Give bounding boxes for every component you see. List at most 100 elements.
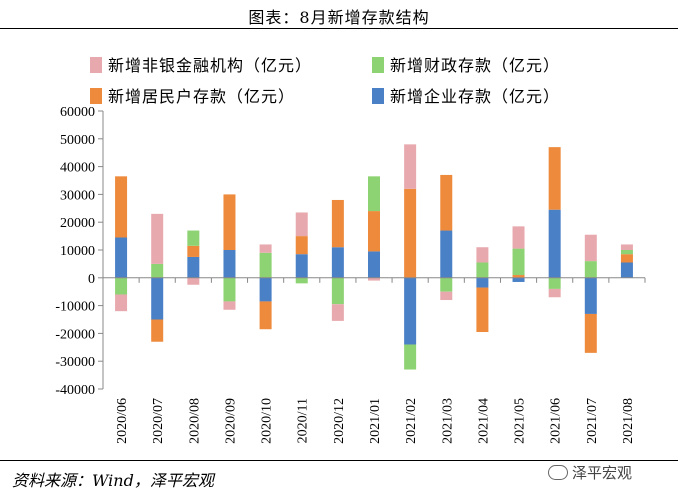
bar-corporate — [151, 277, 164, 320]
legend-swatch-fiscal — [372, 57, 384, 73]
y-tick-label: -10000 — [55, 300, 95, 315]
x-tick-label: 2020/09 — [223, 398, 238, 444]
y-tick-label: 40000 — [60, 161, 95, 176]
bar-corporate — [368, 251, 380, 278]
bar-household — [187, 245, 200, 257]
bar-fiscal — [512, 248, 525, 276]
bar-nonbank — [331, 304, 344, 321]
bar-corporate — [476, 277, 489, 288]
bar-nonbank — [295, 212, 308, 237]
legend-swatch-household — [90, 88, 102, 104]
bar-household — [620, 254, 633, 263]
bar-corporate — [295, 254, 308, 278]
y-tick-label: -20000 — [55, 327, 95, 342]
watermark-text: 泽平宏观 — [572, 464, 633, 482]
bar-household — [151, 319, 164, 342]
bar-fiscal — [259, 252, 272, 278]
bar-nonbank — [187, 277, 200, 285]
bar-fiscal — [295, 277, 308, 284]
x-tick-label: 2021/06 — [549, 398, 564, 444]
x-tick-label: 2021/07 — [585, 398, 600, 444]
bar-fiscal — [476, 262, 489, 278]
x-tick-label: 2020/10 — [260, 398, 275, 444]
legend-swatch-corporate — [372, 88, 384, 104]
bar-household — [476, 287, 489, 333]
stacked-bar-chart: 新增非银金融机构（亿元） 新增财政存款（亿元） 新增居民户存款（亿元） 新增企业存款（… — [55, 56, 646, 444]
title-rule — [0, 28, 678, 29]
y-tick-label: 50000 — [60, 133, 95, 148]
bar-household — [295, 236, 308, 255]
bar-fiscal — [368, 176, 380, 212]
bar-fiscal — [151, 263, 164, 278]
bar-nonbank — [620, 244, 633, 250]
bar-fiscal — [404, 344, 417, 370]
bar-nonbank — [584, 234, 597, 262]
bar-corporate — [584, 277, 597, 314]
legend-label-nonbank: 新增非银金融机构（亿元） — [108, 56, 312, 75]
bar-corporate — [512, 277, 525, 282]
y-tick-label: 20000 — [60, 216, 95, 231]
legend: 新增非银金融机构（亿元） 新增财政存款（亿元） 新增居民户存款（亿元） 新增企业存款（… — [90, 56, 560, 106]
y-tick-label: -40000 — [55, 383, 95, 398]
x-tick-label: 2021/02 — [404, 398, 419, 444]
bar-corporate — [259, 277, 272, 302]
bar-corporate — [187, 256, 200, 278]
bar-household — [223, 194, 236, 250]
bar-household — [548, 147, 561, 210]
bar-fiscal — [223, 277, 236, 302]
bar-corporate — [404, 277, 417, 345]
bar-fiscal — [440, 277, 453, 292]
source-text: 资料来源：Wind，泽平宏观 — [12, 471, 214, 490]
bar-fiscal — [620, 250, 633, 255]
x-tick-label: 2020/11 — [296, 398, 311, 443]
x-tick-label: 2021/01 — [368, 398, 383, 444]
bar-household — [440, 174, 453, 231]
y-tick-label: 30000 — [60, 188, 95, 203]
bar-fiscal — [115, 277, 128, 295]
bar-corporate — [440, 230, 453, 278]
x-tick-label: 2020/06 — [115, 398, 130, 444]
bar-nonbank — [115, 294, 128, 312]
bar-corporate — [331, 247, 344, 278]
x-axis: 2020/06 2020/07 2020/08 2020/09 2020/10 2020/… — [102, 277, 646, 444]
bar-corporate — [548, 209, 561, 278]
bar-nonbank — [151, 213, 164, 264]
x-tick-label: 2020/07 — [151, 398, 166, 444]
bar-fiscal — [548, 277, 561, 289]
x-tick-label: 2021/03 — [440, 398, 455, 444]
legend-label-household: 新增居民户存款（亿元） — [108, 87, 295, 106]
bar-nonbank — [259, 244, 272, 253]
bar-nonbank — [512, 226, 525, 249]
x-tick-label: 2021/04 — [476, 398, 491, 444]
bar-nonbank — [404, 144, 417, 189]
bar-nonbank — [476, 247, 489, 263]
bars — [115, 144, 633, 370]
page-title: 图表：8月新增存款结构 — [248, 8, 430, 27]
wechat-icon — [548, 465, 568, 480]
bar-household — [259, 301, 272, 330]
watermark: 泽平宏观 — [548, 462, 632, 483]
x-tick-label: 2021/08 — [621, 398, 636, 444]
bar-household — [115, 176, 128, 238]
bar-household — [512, 275, 525, 278]
bar-fiscal — [584, 261, 597, 278]
bar-household — [404, 188, 417, 278]
legend-label-fiscal: 新增财政存款（亿元） — [390, 56, 560, 75]
legend-swatch-nonbank — [90, 57, 102, 73]
bar-household — [331, 199, 344, 248]
bar-nonbank — [368, 277, 380, 281]
bar-household — [368, 211, 380, 252]
bar-corporate — [620, 262, 633, 278]
bar-corporate — [223, 250, 236, 278]
y-tick-label: -30000 — [55, 355, 95, 370]
y-axis: 60000 50000 40000 30000 20000 10000 0 -10000 -20… — [55, 105, 104, 398]
bar-nonbank — [223, 301, 236, 310]
source-rule — [0, 460, 678, 461]
legend-label-corporate: 新增企业存款（亿元） — [390, 87, 560, 106]
bar-fiscal — [331, 277, 344, 305]
x-tick-label: 2020/08 — [187, 398, 202, 444]
x-tick-label: 2020/12 — [332, 398, 347, 444]
y-tick-label: 60000 — [60, 105, 95, 120]
bar-corporate — [115, 237, 128, 278]
x-tick-label: 2021/05 — [513, 398, 528, 444]
